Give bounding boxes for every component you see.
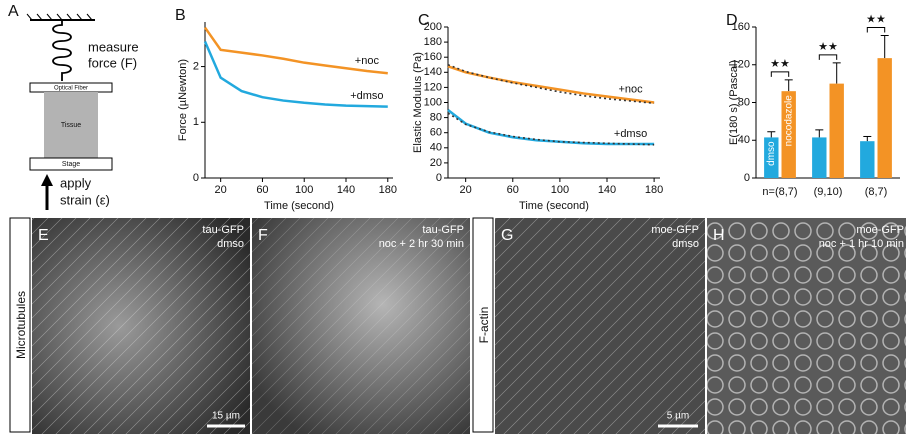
panel-label: A — [8, 3, 19, 20]
bar — [830, 84, 844, 178]
image-texture — [32, 218, 250, 434]
y-tick-label: 20 — [430, 157, 442, 169]
panel-label: B — [175, 7, 186, 24]
y-tick-label: 120 — [732, 59, 750, 71]
x-tick-label: 100 — [551, 184, 569, 196]
x-tick-label: 60 — [256, 184, 268, 196]
y-tick-label: 80 — [738, 96, 750, 108]
image-marker: moe-GFP — [856, 224, 904, 236]
arrow-head — [41, 174, 53, 186]
x-tick-label: 60 — [507, 184, 519, 196]
fiber-label: Optical Fiber — [54, 86, 88, 92]
bracket — [819, 55, 836, 60]
stage-label: Stage — [62, 161, 80, 168]
y-tick-label: 160 — [424, 51, 442, 63]
x-tick-label: 20 — [215, 184, 227, 196]
x-tick-label: 180 — [645, 184, 663, 196]
bar — [860, 141, 874, 178]
y-tick-label: 1 — [193, 116, 199, 128]
image-texture — [495, 218, 705, 434]
y-tick-label: 0 — [436, 172, 442, 184]
bar — [812, 137, 826, 178]
x-axis-label: Time (second) — [264, 200, 334, 212]
y-tick-label: 0 — [193, 172, 199, 184]
bar — [878, 58, 892, 178]
y-tick-label: 200 — [424, 21, 442, 33]
arrow-label: strain (ε) — [60, 192, 110, 207]
significance: ★★ — [770, 58, 790, 70]
image-marker: tau-GFP — [202, 224, 244, 236]
significance: ★★ — [866, 13, 886, 25]
y-tick-label: 140 — [424, 66, 442, 78]
legend-label: dmso — [766, 141, 777, 166]
panel-label: H — [713, 227, 725, 244]
legend-label: nocodazole — [783, 95, 794, 147]
series-label: +noc — [355, 55, 380, 67]
y-tick-label: 100 — [424, 96, 442, 108]
tissue-label: Tissue — [61, 122, 81, 129]
image-marker: moe-GFP — [651, 224, 699, 236]
y-tick-label: 0 — [744, 172, 750, 184]
diagram: A measure force (F) Optical Fiber Tissue… — [8, 3, 139, 210]
x-tick-label: 20 — [460, 184, 472, 196]
y-tick-label: 120 — [424, 81, 442, 93]
y-axis-label: Force (µNewton) — [177, 59, 189, 141]
x-tick-label: 140 — [598, 184, 616, 196]
image-texture — [707, 218, 906, 434]
x-tick-label: (9,10) — [814, 186, 843, 198]
row-label: Microtubules — [14, 291, 28, 359]
image-condition: dmso — [672, 238, 699, 250]
image-condition: dmso — [217, 238, 244, 250]
y-tick-label: 2 — [193, 60, 199, 72]
panel-label: E — [38, 227, 49, 244]
significance: ★★ — [818, 41, 838, 53]
y-tick-label: 180 — [424, 36, 442, 48]
y-axis-label: Elastic Modulus (Pa) — [412, 52, 424, 153]
series-label: +noc — [618, 83, 643, 95]
x-tick-label: (8,7) — [865, 186, 888, 198]
x-tick-label: 100 — [295, 184, 313, 196]
y-tick-label: 80 — [430, 112, 442, 124]
bracket — [867, 27, 884, 32]
x-tick-label: 140 — [337, 184, 355, 196]
x-tick-label: 180 — [379, 184, 397, 196]
bracket — [771, 72, 788, 77]
row-label: F-actin — [477, 307, 491, 344]
y-tick-label: 40 — [430, 142, 442, 154]
micrographs: E tau-GFP dmso 15 µm F tau-GFP noc + 2 h… — [32, 218, 906, 434]
y-tick-label: 60 — [430, 127, 442, 139]
y-tick-label: 160 — [732, 21, 750, 33]
y-tick-label: 40 — [738, 134, 750, 146]
spring-label: force (F) — [88, 55, 137, 70]
arrow-label: apply — [60, 175, 92, 190]
image-marker: tau-GFP — [422, 224, 464, 236]
series-label: +dmso — [614, 128, 647, 140]
series-label: +dmso — [350, 90, 383, 102]
panel-label: G — [501, 227, 513, 244]
image-texture — [252, 218, 470, 434]
panel-label: F — [258, 227, 268, 244]
spring — [53, 20, 71, 81]
scale-label: 5 µm — [667, 411, 689, 422]
image-condition: noc + 2 hr 30 min — [379, 238, 464, 250]
spring-label: measure — [88, 39, 139, 54]
scale-label: 15 µm — [212, 411, 240, 422]
x-tick-label: n=(8,7) — [762, 186, 797, 198]
figure: A measure force (F) Optical Fiber Tissue… — [0, 0, 906, 434]
x-axis-label: Time (second) — [519, 200, 589, 212]
image-condition: noc + 1 hr 10 min — [819, 238, 904, 250]
